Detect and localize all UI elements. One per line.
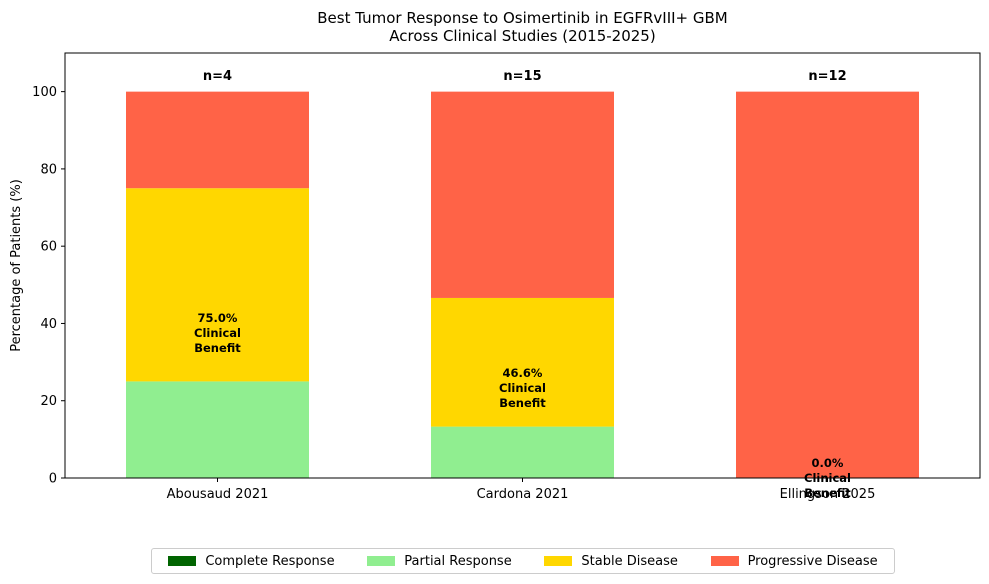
bar-partial-response (431, 426, 614, 478)
legend-swatch (367, 556, 396, 566)
bar-progressive-disease (736, 91, 919, 479)
y-tick-label: 80 (40, 162, 57, 177)
clinical-benefit-label: Benefit (194, 341, 241, 355)
chart-title-line: Across Clinical Studies (2015-2025) (389, 27, 655, 45)
bars (126, 91, 919, 479)
legend-item: Partial Response (367, 553, 512, 569)
bar-progressive-disease (431, 91, 614, 298)
clinical-benefit-label: Benefit (499, 396, 546, 410)
y-tick-label: 40 (40, 317, 57, 332)
clinical-benefit-label: Benefit (804, 486, 851, 500)
y-axis-label: Percentage of Patients (%) (9, 179, 24, 352)
legend-label: Stable Disease (581, 553, 678, 569)
chart-title: Best Tumor Response to Osimertinib in EG… (317, 9, 727, 45)
bar-progressive-disease (126, 91, 309, 189)
legend-item: Stable Disease (544, 553, 678, 569)
sample-size-label: n=15 (503, 69, 541, 84)
bar-stable-disease (431, 297, 614, 427)
x-tick-label: Cardona 2021 (477, 487, 569, 502)
clinical-benefit-label: 46.6% (503, 366, 543, 380)
legend-item: Complete Response (168, 553, 335, 569)
y-tick-label: 100 (32, 85, 57, 100)
legend-swatch (710, 556, 739, 566)
x-tick-label: Abousaud 2021 (167, 487, 269, 502)
sample-size-label: n=4 (203, 69, 232, 84)
legend: Complete Response Partial Response Stable … (151, 548, 895, 574)
y-tick-label: 20 (40, 394, 57, 409)
clinical-benefit-label: Clinical (194, 326, 241, 340)
y-tick-label: 0 (49, 472, 57, 487)
sample-size-label: n=12 (808, 69, 846, 84)
legend-label: Progressive Disease (747, 553, 878, 569)
legend-label: Partial Response (404, 553, 512, 569)
chart-title-line: Best Tumor Response to Osimertinib in EG… (317, 9, 727, 27)
legend-item: Progressive Disease (710, 553, 878, 569)
clinical-benefit-label: 75.0% (198, 311, 238, 325)
legend-swatch (544, 556, 573, 566)
clinical-benefit-label: 0.0% (812, 456, 844, 470)
bar-stable-disease (126, 188, 309, 382)
axes: 0 20 40 60 80 100 Abousaud 2021 Cardona 2021 Ell… (9, 52, 981, 502)
legend-swatch (168, 556, 197, 566)
clinical-benefit-label: Clinical (499, 381, 546, 395)
bar-partial-response (126, 381, 309, 478)
legend-label: Complete Response (205, 553, 335, 569)
x-tick-label: Ellingson 2025 (780, 487, 876, 502)
y-tick-label: 60 (40, 240, 57, 255)
